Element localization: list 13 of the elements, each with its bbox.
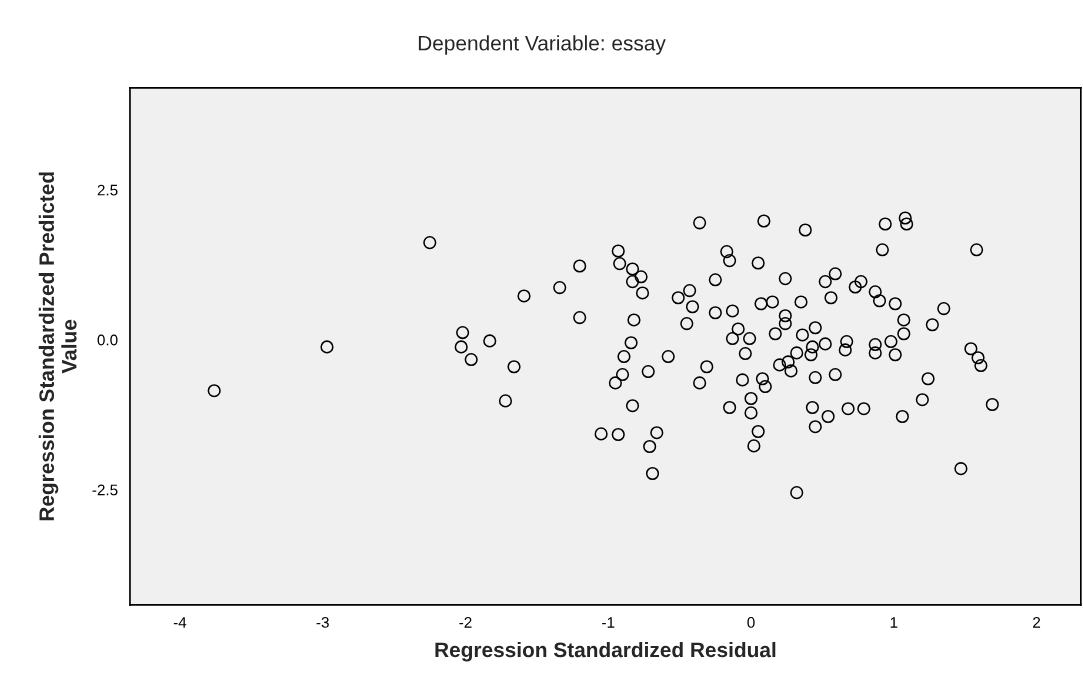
x-tick-label: 2: [1033, 617, 1041, 628]
y-tick-label: -2.5: [92, 484, 118, 496]
x-tick-label: -4: [173, 617, 187, 628]
y-tick-label: 2.5: [97, 184, 118, 196]
x-tick-label: 1: [890, 617, 898, 628]
x-tick-label: -2: [459, 617, 472, 628]
x-tick-label: -3: [316, 617, 329, 628]
chart-title: Dependent Variable: essay: [418, 35, 666, 55]
x-tick-label: -1: [602, 617, 615, 628]
y-tick-label: 0.0: [97, 334, 118, 346]
x-axis-title: Regression Standardized Residual: [435, 641, 776, 662]
y-axis-title: Regression Standardized Predicted Value: [38, 172, 77, 521]
x-tick-label: 0: [747, 617, 755, 628]
